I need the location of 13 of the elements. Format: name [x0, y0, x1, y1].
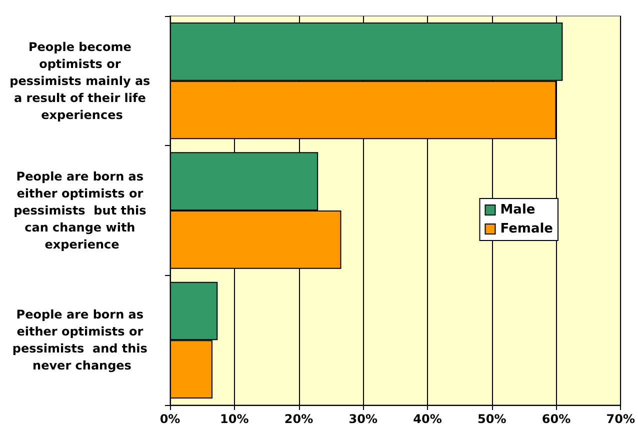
- x-tick-label: 10%: [220, 412, 249, 426]
- x-tick-label: 50%: [478, 412, 506, 426]
- y-tick-label: People are born as either optimists or pessimists and this never changes: [12, 308, 152, 373]
- y-tick-label: People are born as either optimists or pessimists but this can change with experience: [14, 170, 150, 252]
- x-tick-label: 20%: [284, 412, 314, 426]
- legend-label: Male: [500, 202, 536, 218]
- legend-label: Female: [500, 222, 554, 236]
- x-tick-label: 70%: [606, 412, 636, 426]
- x-tick-label: 40%: [413, 412, 442, 426]
- x-tick-label: 60%: [542, 412, 571, 426]
- x-tick-label: 0%: [160, 412, 180, 426]
- y-tick-label: People become optimists or pessimists mainly as a result of their life experiences: [10, 40, 154, 122]
- x-tick-label: 30%: [348, 412, 378, 426]
